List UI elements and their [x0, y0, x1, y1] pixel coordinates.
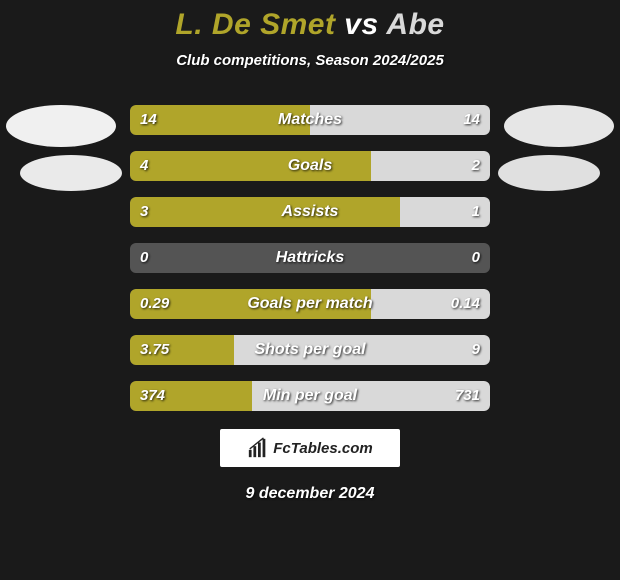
- subtitle: Club competitions, Season 2024/2025: [0, 52, 620, 69]
- title-player1: L. De Smet: [175, 8, 335, 41]
- stat-label: Matches: [130, 105, 490, 135]
- stat-row: 374731Min per goal: [130, 381, 490, 411]
- player2-photo-placeholder: [504, 105, 614, 147]
- stat-label: Min per goal: [130, 381, 490, 411]
- stat-row: 3.759Shots per goal: [130, 335, 490, 365]
- chart-area: 1414Matches 42Goals 31Assists 00Hattricks 0.…: [0, 105, 620, 411]
- title-vs: vs: [344, 8, 378, 41]
- stat-label: Shots per goal: [130, 335, 490, 365]
- player2-club-placeholder: [498, 155, 600, 191]
- stat-row: 0.290.14Goals per match: [130, 289, 490, 319]
- stat-label: Goals per match: [130, 289, 490, 319]
- date-text: 9 december 2024: [0, 485, 620, 503]
- chart-icon: [247, 437, 269, 459]
- branding-text: FcTables.com: [273, 440, 372, 457]
- branding-badge: FcTables.com: [220, 429, 400, 467]
- player1-club-placeholder: [20, 155, 122, 191]
- stat-row: 31Assists: [130, 197, 490, 227]
- stat-label: Hattricks: [130, 243, 490, 273]
- stat-label: Assists: [130, 197, 490, 227]
- stat-label: Goals: [130, 151, 490, 181]
- stat-row: 42Goals: [130, 151, 490, 181]
- stat-row: 1414Matches: [130, 105, 490, 135]
- stat-row: 00Hattricks: [130, 243, 490, 273]
- comparison-infographic: L. De Smet vs Abe Club competitions, Sea…: [0, 0, 620, 580]
- player1-photo-placeholder: [6, 105, 116, 147]
- stat-rows: 1414Matches 42Goals 31Assists 00Hattricks 0.…: [130, 105, 490, 411]
- title-player2: Abe: [386, 8, 444, 41]
- title: L. De Smet vs Abe: [0, 8, 620, 42]
